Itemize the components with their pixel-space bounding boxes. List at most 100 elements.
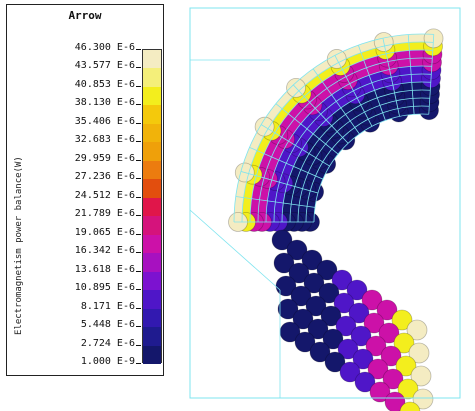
mesh-arc [313, 113, 429, 223]
winding-turn [301, 249, 323, 271]
winding-turn [303, 272, 325, 294]
legend-tick-label: 38.130 E-6 [74, 97, 135, 109]
winding-turn [395, 355, 417, 377]
winding-turn [305, 295, 327, 317]
winding-turn [363, 312, 385, 334]
winding-turn [307, 318, 329, 340]
mesh-bounds [189, 7, 461, 399]
legend-tick-mark [136, 215, 141, 217]
mesh-arc [273, 73, 432, 223]
winding-turn [354, 371, 376, 393]
winding-coil-mesh [189, 7, 461, 411]
colorbar-swatch [143, 327, 161, 347]
mesh-arc [265, 65, 432, 223]
legend-tick-label: 24.512 E-6 [74, 189, 135, 201]
legend-tick-label: 29.959 E-6 [74, 152, 135, 164]
winding-turn [331, 269, 353, 291]
legend-tick-label: 27.236 E-6 [74, 171, 135, 183]
color-legend: Arrow Electromagnetism power balance(W) … [6, 4, 164, 376]
colorbar-swatch [143, 50, 161, 69]
colorbar-swatch [143, 253, 161, 273]
winding-turn [335, 315, 357, 337]
legend-title: Arrow [68, 9, 102, 22]
winding-turn [410, 365, 432, 387]
mesh-line [189, 209, 281, 291]
winding-turn [271, 229, 293, 251]
legend-tick-mark [136, 289, 141, 291]
colorbar-swatch [143, 179, 161, 199]
winding-turn [412, 388, 434, 410]
winding-turn [352, 348, 374, 370]
winding-turn [339, 361, 361, 383]
colorbar-swatch [143, 216, 161, 236]
mesh-arc [233, 33, 434, 223]
colorbar-swatch [143, 345, 161, 365]
legend-tick-mark [136, 141, 141, 143]
legend-tick-mark [136, 49, 141, 50]
mesh-arc [289, 89, 431, 223]
winding-turn [348, 302, 370, 324]
winding-turn [316, 259, 338, 281]
winding-turn [406, 319, 428, 341]
winding-turn [309, 341, 331, 363]
winding-turn [378, 322, 400, 344]
legend-tick-mark [136, 196, 141, 198]
legend-tick-label: 19.065 E-6 [74, 226, 135, 238]
legend-tick-mark [136, 104, 141, 106]
legend-tick-mark [136, 344, 141, 346]
legend-tick-mark [136, 252, 141, 254]
winding-turn [382, 368, 404, 390]
winding-turn [337, 338, 359, 360]
legend-tick-label: 1.000 E-9 [80, 356, 135, 367]
mesh-arc [257, 57, 433, 223]
legend-tick-mark [136, 363, 141, 364]
winding-turn [384, 391, 406, 411]
legend-tick-mark [136, 270, 141, 272]
colorbar-swatch [143, 290, 161, 310]
winding-turn [322, 328, 344, 350]
legend-tick-mark [136, 326, 141, 328]
winding-turn [367, 358, 389, 380]
legend-tick-mark [136, 307, 141, 309]
winding-turn [361, 289, 383, 311]
winding-turn [408, 342, 430, 364]
mesh-arc [281, 81, 431, 223]
winding-turn [380, 345, 402, 367]
colorbar-swatch [143, 142, 161, 162]
winding-turn [397, 378, 419, 400]
winding-turn [393, 332, 415, 354]
mesh-arc [249, 49, 433, 223]
winding-turn [290, 285, 312, 307]
winding-turn [324, 351, 346, 373]
legend-tick-label: 46.300 E-6 [74, 42, 135, 53]
colorbar-swatch [143, 197, 161, 217]
winding-turn [350, 325, 372, 347]
legend-tick-mark [136, 233, 141, 235]
colorbar-swatch [143, 123, 161, 143]
winding-turn [286, 239, 308, 261]
winding-turn [292, 308, 314, 330]
colorbar-swatch [143, 160, 161, 180]
winding-turn [320, 305, 342, 327]
winding-turn [333, 292, 355, 314]
legend-tick-label: 8.171 E-6 [80, 300, 135, 312]
legend-tick-mark [136, 122, 141, 124]
legend-tick-mark [136, 85, 141, 87]
legend-tick-mark [136, 178, 141, 180]
legend-tick-label: 5.448 E-6 [80, 319, 135, 331]
legend-tick-label: 10.895 E-6 [74, 282, 135, 294]
winding-turn [277, 298, 299, 320]
legend-tick-mark [136, 67, 141, 69]
winding-turn [365, 335, 387, 357]
winding-turn [346, 279, 368, 301]
winding-turn [376, 299, 398, 321]
colorbar-swatch [143, 105, 161, 125]
winding-turn [318, 282, 340, 304]
legend-tick-label: 40.853 E-6 [74, 78, 135, 90]
legend-tick-label: 32.683 E-6 [74, 134, 135, 146]
legend-tick-label: 35.406 E-6 [74, 115, 135, 127]
winding-turn [399, 401, 421, 411]
winding-turn [288, 262, 310, 284]
mesh-arc [241, 41, 434, 223]
winding-turn [294, 331, 316, 353]
